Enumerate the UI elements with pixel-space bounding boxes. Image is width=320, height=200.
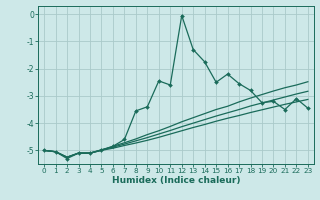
X-axis label: Humidex (Indice chaleur): Humidex (Indice chaleur) — [112, 176, 240, 185]
